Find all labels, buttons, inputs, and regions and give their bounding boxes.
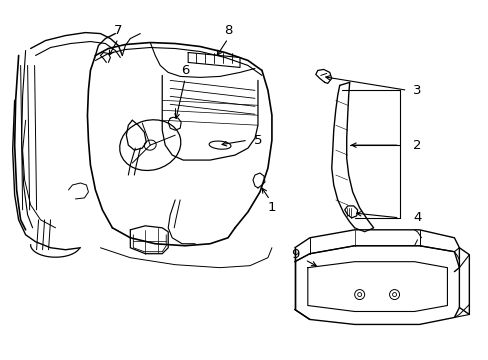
Text: 6: 6 <box>181 64 189 77</box>
Text: 1: 1 <box>267 201 276 215</box>
Text: 7: 7 <box>114 24 122 37</box>
Text: 8: 8 <box>224 24 232 37</box>
Text: 9: 9 <box>290 248 299 261</box>
Text: 5: 5 <box>253 134 262 147</box>
Text: 2: 2 <box>412 139 421 152</box>
Text: 3: 3 <box>412 84 421 97</box>
Text: 4: 4 <box>412 211 421 224</box>
